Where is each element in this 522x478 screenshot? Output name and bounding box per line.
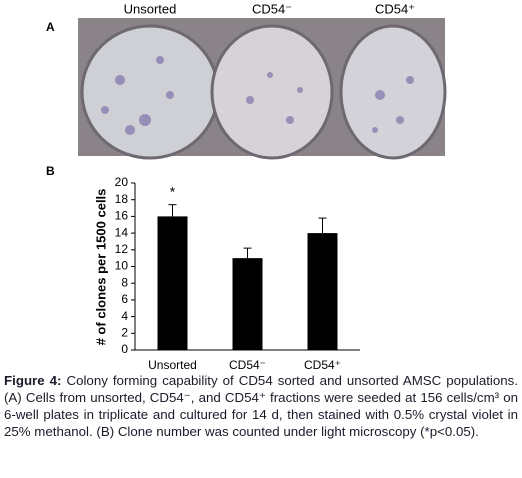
y-tick-label: 6 — [121, 292, 128, 306]
y-tick-label: 18 — [115, 192, 129, 206]
y-tick-label: 8 — [121, 275, 128, 289]
bar — [157, 216, 188, 350]
photo-label: CD54⁻ — [252, 1, 292, 16]
caption-text: Colony forming capability of CD54 sorted… — [4, 373, 518, 439]
panel-label: B — [46, 164, 55, 178]
x-tick-label: CD54⁻ — [229, 358, 266, 372]
x-tick-label: Unsorted — [148, 358, 197, 372]
caption: Figure 4: Colony forming capability of C… — [4, 372, 518, 440]
bar — [232, 258, 263, 350]
y-axis-label: # of clones per 1500 cells — [93, 189, 108, 346]
y-tick-label: 12 — [115, 242, 129, 256]
y-tick-label: 2 — [121, 325, 128, 339]
y-tick-label: 20 — [115, 175, 129, 189]
annotation: * — [170, 183, 176, 199]
bar — [307, 233, 338, 350]
y-tick-label: 16 — [115, 209, 129, 223]
y-tick-label: 10 — [115, 259, 129, 273]
panel-label: A — [46, 20, 55, 34]
caption-label: Figure 4: — [4, 373, 62, 388]
photo — [78, 18, 447, 160]
photo-label: CD54⁺ — [375, 1, 415, 16]
photo-label: Unsorted — [124, 1, 177, 16]
y-tick-label: 4 — [121, 309, 128, 323]
y-tick-label: 14 — [115, 225, 129, 239]
y-tick-label: 0 — [121, 342, 128, 356]
figure: A Unsorted CD54⁻ CD54⁺ B # of clones per… — [46, 1, 447, 372]
x-tick-label: CD54⁺ — [304, 358, 341, 372]
